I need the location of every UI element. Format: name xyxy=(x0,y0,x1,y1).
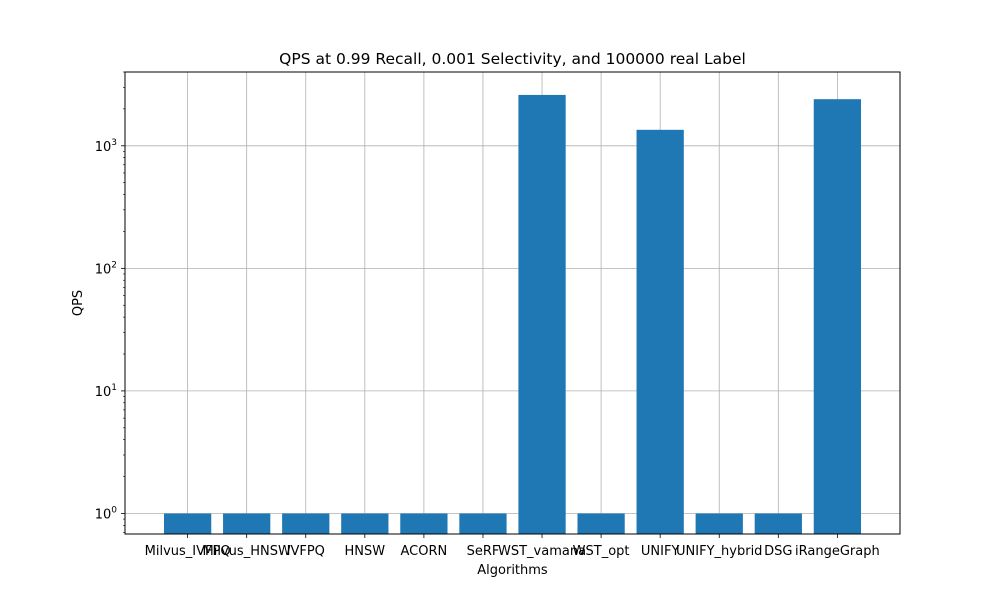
x-tick-label: SeRF xyxy=(467,544,500,559)
y-tick-label: 102 xyxy=(95,260,117,277)
y-tick-label: 101 xyxy=(95,383,117,400)
bar-ACORN xyxy=(400,513,448,534)
x-tick-label: WST_vamana xyxy=(498,544,586,559)
x-tick-label: iRangeGraph xyxy=(795,544,880,559)
x-tick-label: WST_opt xyxy=(573,544,630,559)
bar-WST_opt xyxy=(577,513,625,534)
bar-Milvus_HNSW xyxy=(223,513,271,534)
y-tick-label: 100 xyxy=(95,505,118,522)
bar-WST_vamana xyxy=(518,94,566,534)
bars xyxy=(163,94,862,535)
x-tick-label: ACORN xyxy=(401,544,448,559)
bar-UNIFY xyxy=(636,129,684,534)
x-tick-label: IVFPQ xyxy=(287,544,325,559)
bar-UNIFY_hybrid xyxy=(695,513,743,534)
x-axis-label: Algorithms xyxy=(477,563,548,578)
x-tick-label: DSG xyxy=(764,544,792,559)
y-axis-label: QPS xyxy=(71,290,86,316)
bar-Milvus_IVFPQ xyxy=(163,513,212,534)
y-tick-label: 103 xyxy=(95,138,117,155)
bar-iRangeGraph xyxy=(813,99,862,535)
chart-title: QPS at 0.99 Recall, 0.001 Selectivity, a… xyxy=(279,50,746,68)
bar-SeRF xyxy=(459,513,507,534)
x-tick-label: Milvus_HNSW xyxy=(203,544,291,559)
x-tick-label: UNIFY_hybrid xyxy=(676,544,762,559)
x-tick-label: HNSW xyxy=(345,544,386,559)
x-tick-label: Milvus_IVFPQ xyxy=(145,544,231,559)
x-tick-label: UNIFY xyxy=(641,544,680,559)
bar-IVFPQ xyxy=(282,513,330,534)
plot-frame xyxy=(124,71,901,535)
bar-DSG xyxy=(754,513,802,534)
bar-HNSW xyxy=(341,513,389,534)
